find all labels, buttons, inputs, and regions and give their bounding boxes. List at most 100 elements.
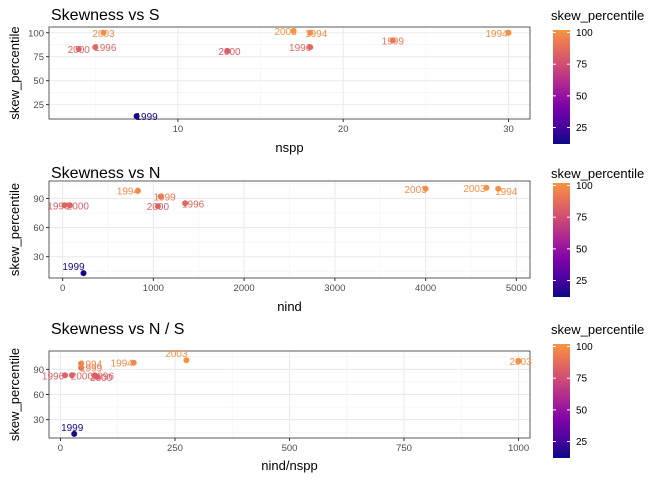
panel-border: [48, 26, 531, 120]
y-axis-label: skew_percentile: [7, 26, 22, 119]
data-label: 1999: [135, 112, 158, 123]
panel-border: [48, 180, 531, 279]
data-point: [66, 202, 73, 209]
data-point: [515, 358, 522, 365]
x-tick-label: 0: [58, 443, 63, 454]
data-label: 1994: [495, 187, 518, 198]
data-label: 1999: [61, 423, 84, 434]
data-label: 2000: [68, 45, 91, 56]
y-tick-label: 90: [33, 194, 44, 205]
data-point: [307, 44, 314, 51]
y-tick-label: 25: [33, 100, 44, 111]
data-point: [78, 360, 85, 367]
data-point: [154, 203, 161, 210]
legend-colorbar: [553, 344, 570, 458]
chart-title: Skewness vs S: [51, 7, 159, 24]
legend-tick-label: 100: [576, 181, 593, 192]
y-tick-label: 50: [33, 76, 44, 87]
data-label: 2000: [90, 373, 113, 384]
data-label: 1994: [80, 360, 103, 371]
y-tick-label: 60: [33, 223, 44, 234]
legend-title: skew_percentile: [551, 166, 644, 181]
data-point: [94, 373, 101, 380]
legend-tick-label: 75: [576, 60, 588, 71]
x-tick-label: 20: [338, 124, 349, 135]
data-label: 1994: [485, 29, 508, 40]
data-label: 1999: [154, 193, 177, 204]
data-label: 2003: [275, 27, 298, 38]
legend-tick-label: 75: [576, 213, 588, 224]
x-tick-label: 500: [282, 443, 298, 454]
legend: skew_percentile 25 50 75 100: [551, 8, 644, 144]
data-point: [92, 44, 99, 51]
data-label: 2003: [92, 29, 115, 40]
data-point: [71, 430, 78, 437]
legend-tick-label: 100: [576, 28, 593, 39]
legend-tick-label: 25: [576, 276, 588, 287]
data-point: [100, 29, 107, 36]
y-axis-label: skew_percentile: [7, 183, 22, 276]
x-axis-label: nind: [277, 299, 302, 314]
data-point: [133, 113, 140, 120]
data-point: [182, 200, 189, 207]
panel-border: [48, 350, 531, 439]
data-label: 1996: [182, 199, 205, 210]
data-label: 1996: [289, 43, 312, 54]
data-point: [183, 357, 190, 364]
data-label: 2003: [405, 185, 428, 196]
legend-tick-label: 50: [576, 244, 588, 255]
data-point: [422, 185, 429, 192]
data-label: 2003: [509, 357, 532, 368]
x-tick-label: 4000: [415, 283, 436, 294]
data-point: [75, 46, 82, 53]
x-tick-label: 250: [167, 443, 183, 454]
data-label: 1996: [42, 371, 65, 382]
data-label: 1999: [382, 36, 405, 47]
legend-title: skew_percentile: [551, 8, 644, 23]
data-point: [68, 372, 75, 379]
data-label: 1999: [80, 364, 103, 375]
x-tick-label: 3000: [324, 283, 345, 294]
chart-panel-2: 0 1000 2000 3000 4000 50003060901999199620001…: [7, 165, 644, 314]
data-point: [495, 185, 502, 192]
x-tick-label: 10: [173, 124, 184, 135]
data-point: [224, 47, 231, 54]
x-tick-label: 2000: [234, 283, 255, 294]
legend-tick-label: 25: [576, 123, 588, 134]
legend-colorbar: [553, 183, 570, 297]
chart-title: Skewness vs N / S: [51, 321, 184, 338]
legend-tick-label: 50: [576, 405, 588, 416]
x-tick-label: 5000: [506, 283, 527, 294]
data-point: [62, 372, 69, 379]
legend-tick-label: 25: [576, 437, 588, 448]
data-point: [483, 184, 490, 191]
data-label: 1996: [94, 43, 117, 54]
data-label: 2003: [165, 349, 188, 360]
data-point: [130, 359, 137, 366]
legend-title: skew_percentile: [551, 322, 644, 337]
data-point: [61, 202, 68, 209]
y-tick-label: 30: [33, 252, 44, 263]
data-label: 1996: [92, 371, 115, 382]
x-axis-label: nspp: [275, 140, 303, 155]
data-point: [134, 187, 141, 194]
chart-title: Skewness vs N: [51, 165, 160, 182]
legend-tick-label: 75: [576, 374, 588, 385]
data-label: 2000: [71, 371, 94, 382]
data-label: 2000: [218, 47, 241, 58]
x-tick-label: 750: [396, 443, 412, 454]
data-point: [80, 270, 87, 277]
legend-colorbar: [553, 30, 570, 144]
y-tick-label: 75: [33, 52, 44, 63]
data-label: 2003: [463, 184, 486, 195]
data-label: 1996: [47, 201, 70, 212]
x-tick-label: 0: [60, 283, 65, 294]
y-tick-label: 90: [33, 365, 44, 376]
data-label: 1994: [117, 187, 140, 198]
legend-tick-label: 100: [576, 342, 593, 353]
data-point: [78, 364, 85, 371]
legend: skew_percentile 25 50 75 100: [551, 166, 644, 297]
data-label: 2000: [147, 202, 170, 213]
